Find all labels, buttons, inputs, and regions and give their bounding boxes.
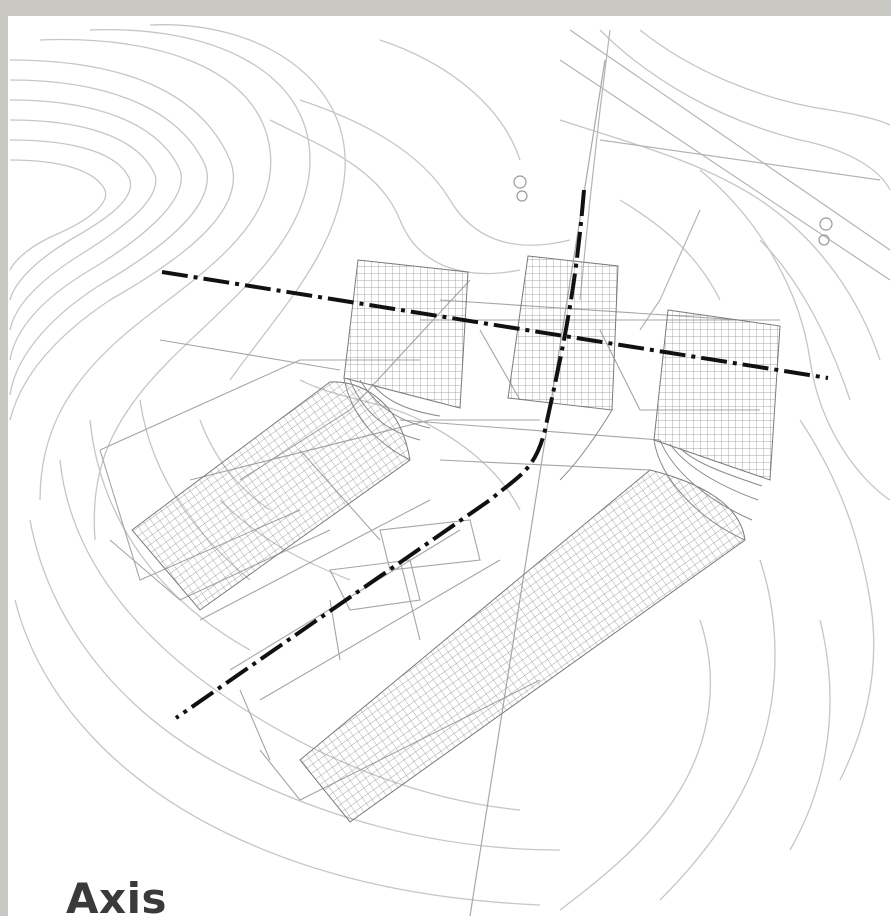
block-left-upper bbox=[344, 260, 468, 408]
wing-right bbox=[300, 470, 745, 822]
survey-line bbox=[470, 60, 605, 916]
grid-wings bbox=[132, 382, 745, 822]
diagram-caption: Axis bbox=[66, 878, 167, 916]
site-plan bbox=[8, 16, 891, 916]
wing-left bbox=[132, 382, 410, 610]
block-right-upper bbox=[654, 310, 780, 480]
tree-symbol-icon bbox=[514, 176, 832, 245]
block-center-upper bbox=[508, 256, 618, 410]
